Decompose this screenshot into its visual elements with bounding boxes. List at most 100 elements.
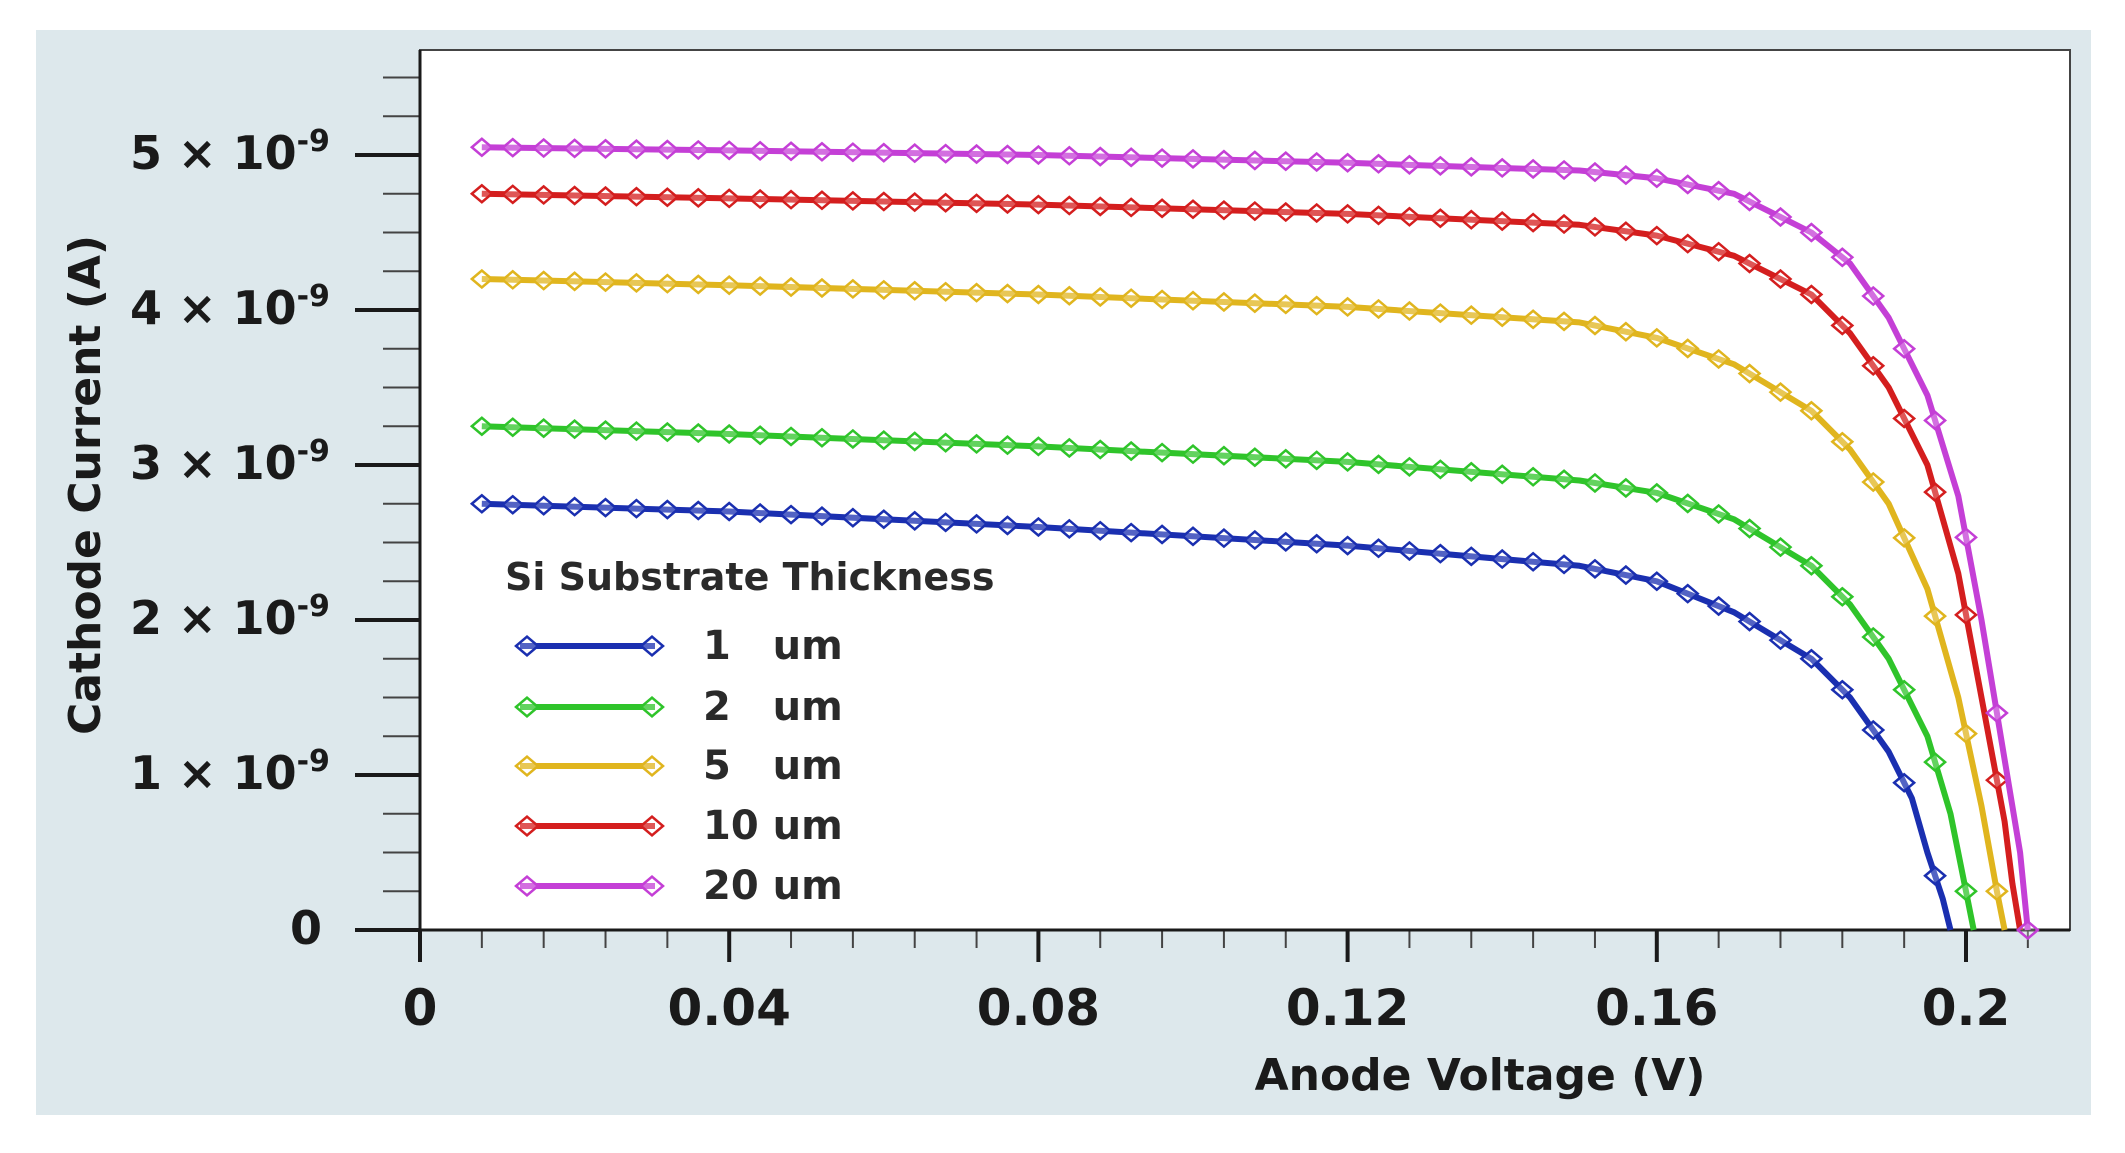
series-marker (1706, 180, 1731, 201)
series-marker (1768, 206, 1793, 228)
series-marker (902, 191, 927, 213)
y-tick-exponent: -9 (297, 124, 330, 159)
series-marker (639, 875, 665, 897)
series-marker (1768, 630, 1793, 651)
series-marker (531, 418, 556, 439)
x-tick-label: 0.08 (977, 979, 1100, 1037)
y-tick-exponent: -9 (297, 744, 330, 779)
series-marker (593, 138, 618, 159)
series-marker (1583, 161, 1607, 183)
series-marker (779, 189, 803, 210)
series-marker (1768, 382, 1793, 403)
series-marker (840, 278, 865, 300)
series-marker (1613, 221, 1638, 242)
series-marker (469, 137, 494, 158)
series-marker (686, 187, 711, 208)
series-marker (1613, 477, 1638, 499)
y-tick-labels: 01 × 10-92 × 10-93 × 10-94 × 10-95 × 10-… (130, 124, 330, 955)
series-marker (1026, 516, 1051, 538)
series-marker (686, 274, 711, 295)
series-marker (1552, 159, 1576, 181)
series-marker (469, 183, 494, 204)
series-marker (1181, 290, 1205, 311)
legend-title: Si Substrate Thickness (505, 555, 994, 599)
series-marker (1954, 527, 1978, 548)
y-tick-label: 5 × 10-9 (130, 124, 330, 180)
series-marker (902, 510, 927, 531)
series-marker (1211, 291, 1236, 313)
series-marker (655, 187, 680, 208)
series-marker (1428, 208, 1453, 229)
series-marker (514, 635, 540, 657)
series-marker (1459, 156, 1484, 178)
series-marker (1892, 772, 1917, 793)
x-tick-label: 0.12 (1286, 979, 1409, 1037)
series-marker (1552, 213, 1576, 235)
series-marker (964, 433, 989, 455)
series-marker (840, 190, 865, 212)
series-marker (639, 755, 665, 777)
x-tick-label: 0.16 (1595, 979, 1718, 1037)
y-tick-label: 1 × 10-9 (130, 744, 330, 800)
series-marker (1366, 454, 1391, 475)
series-marker (1892, 527, 1917, 548)
series-marker (1397, 300, 1422, 322)
series-marker (514, 755, 540, 777)
series-marker (1057, 437, 1082, 459)
series-marker (1150, 524, 1175, 545)
series-marker (1830, 679, 1855, 700)
y-tick-mantissa: 4 × 10 (130, 281, 297, 335)
series-marker (717, 188, 742, 209)
series-marker (717, 423, 742, 445)
x-tick-label: 0 (403, 979, 438, 1037)
series-marker (1552, 469, 1576, 490)
series-marker (779, 141, 803, 162)
series-marker (1490, 464, 1515, 485)
series-marker (531, 270, 556, 291)
series-marker (902, 431, 927, 452)
series-marker (1088, 196, 1113, 217)
plot-area (419, 49, 2071, 931)
series-marker (593, 497, 618, 518)
series-marker (779, 426, 803, 447)
series-marker (562, 185, 587, 206)
series-marker (1428, 302, 1453, 324)
series-marker (655, 139, 680, 160)
series-marker (1583, 315, 1607, 336)
legend-label: 10 um (703, 803, 843, 849)
series-marker (933, 512, 958, 533)
series-marker (1026, 436, 1051, 457)
series-marker (1644, 225, 1669, 246)
series-marker (1984, 881, 2009, 902)
series-marker (748, 188, 773, 210)
series-marker (1428, 155, 1453, 176)
series-marker (686, 500, 711, 521)
series-marker (748, 425, 773, 446)
series-marker (1088, 286, 1113, 308)
series-marker (1088, 439, 1113, 460)
x-axis-title: Anode Voltage (V) (1255, 1050, 1706, 1101)
series-marker (1490, 210, 1515, 232)
series-marker (624, 272, 649, 294)
series-marker (1181, 199, 1205, 220)
series-marker (995, 435, 1020, 456)
series-marker (1304, 533, 1329, 554)
series-marker (1583, 472, 1607, 494)
series-marker (1211, 200, 1236, 221)
series-5 (469, 137, 2040, 941)
series-marker (871, 430, 896, 451)
legend-label: 2 um (703, 684, 843, 730)
series-marker (1242, 150, 1267, 171)
legend: Si Substrate Thickness 1 um 2 um 5 um 10 um… (505, 555, 994, 909)
series-line (481, 190, 2024, 931)
series-marker (1706, 241, 1731, 262)
series-3 (469, 268, 2009, 931)
series-marker (1150, 147, 1175, 169)
series-marker (1119, 197, 1144, 218)
series-marker (469, 268, 494, 290)
series-marker (1459, 305, 1484, 326)
series-marker (639, 696, 665, 718)
series-marker (748, 502, 773, 524)
series-marker (1490, 548, 1515, 570)
series-marker (1119, 288, 1144, 309)
